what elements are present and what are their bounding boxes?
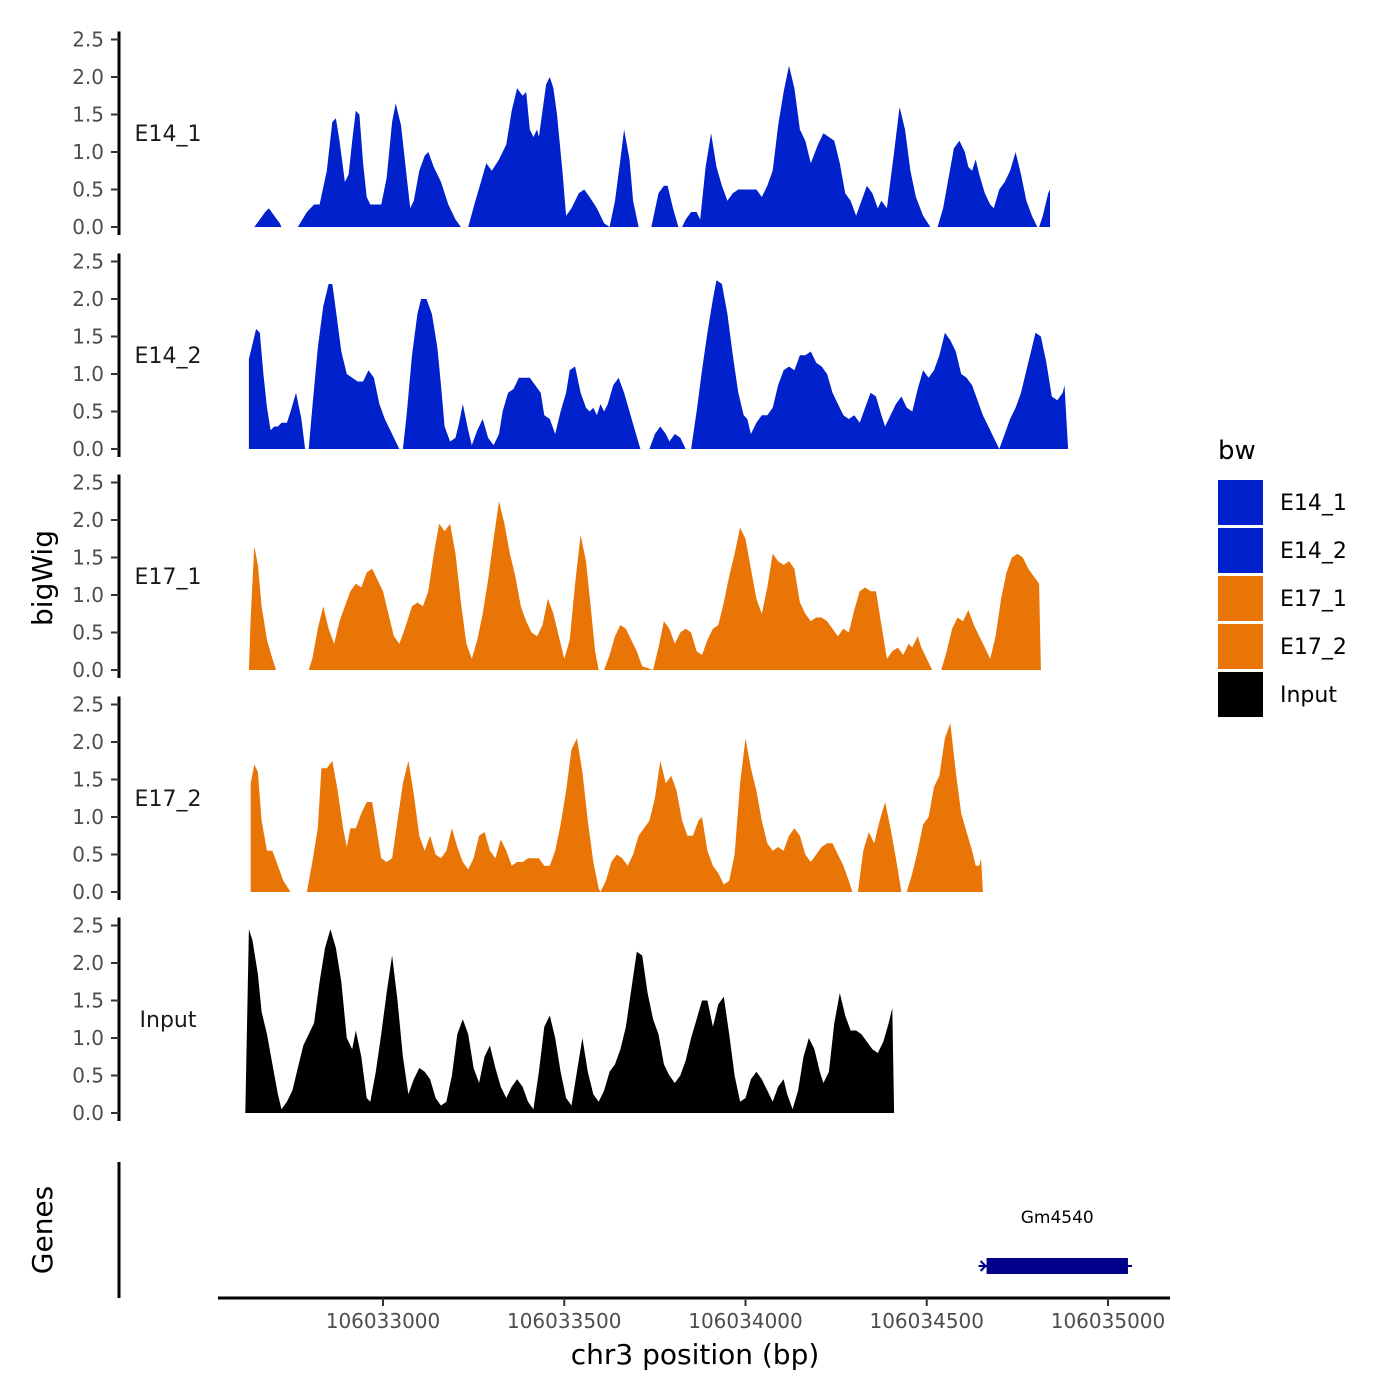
legend-swatch-e14_2 [1218,528,1263,573]
bigwig-panels: 0.0 0.5 1.0 1.5 2.0 2.5 E14_1 0.0 0.5 1.0 1.5 2.0 2.… [72,28,1069,1125]
y-tick-label: 1.0 [72,140,104,164]
facet-label-e17_1: E17_1 [135,565,202,590]
gene-label-gm4540: Gm4540 [1021,1208,1094,1228]
y-tick-label: 1.5 [72,768,104,792]
y-tick-label: 0.0 [72,658,104,682]
y-axis-title: bigWig [26,530,59,626]
y-tick-label: 2.0 [72,65,104,89]
legend-label-e17_2: E17_2 [1280,635,1347,660]
y-tick-label: 2.5 [72,250,104,274]
y-tick-label: 2.0 [72,730,104,754]
facet-label-e17_2: E17_2 [135,787,202,812]
y-tick-label: 0.0 [72,880,104,904]
panel-e14_2: 0.0 0.5 1.0 1.5 2.0 2.5 E14_2 [72,250,1069,461]
y-tick-label: 1.0 [72,1026,104,1050]
panel-e14_1: 0.0 0.5 1.0 1.5 2.0 2.5 E14_1 [72,28,1051,239]
y-tick-label: 1.5 [72,325,104,349]
legend-label-e17_1: E17_1 [1280,587,1347,612]
series-area-e14_2 [248,280,1069,449]
x-tick-label: 106034000 [688,1309,803,1333]
y-tick-label: 0.0 [72,1101,104,1125]
gene-strand-arrow [979,1260,987,1272]
legend-label-e14_1: E14_1 [1280,491,1347,516]
series-area-e17_2 [250,723,983,892]
panel-e17_1: 0.0 0.5 1.0 1.5 2.0 2.5 E17_1 [72,471,1041,682]
facet-label-input: Input [140,1008,197,1033]
y-tick-label: 0.5 [72,843,104,867]
legend-swatch-e14_1 [1218,480,1263,525]
legend-title: bw [1218,436,1256,466]
y-tick-label: 1.5 [72,103,104,127]
y-tick-label: 1.5 [72,546,104,570]
y-tick-label: 1.5 [72,989,104,1013]
x-tick-label: 106033500 [507,1309,622,1333]
series-area-e17_1 [248,501,1041,670]
y-tick-label: 2.5 [72,471,104,495]
y-tick-label: 1.0 [72,805,104,829]
legend-swatch-input [1218,672,1263,717]
panel-input: 0.0 0.5 1.0 1.5 2.0 2.5 Input [72,914,895,1125]
x-tick-label: 106033000 [326,1309,441,1333]
y-tick-label: 0.5 [72,1064,104,1088]
y-tick-label: 0.5 [72,400,104,424]
y-tick-label: 2.5 [72,914,104,938]
legend-label-e14_2: E14_2 [1280,539,1347,564]
y-tick-label: 2.5 [72,28,104,52]
x-tick-label: 106035000 [1051,1309,1166,1333]
legend: bw E14_1 E14_2 E17_1 E17_2 Input [1218,436,1347,717]
legend-label-input: Input [1280,683,1337,708]
gene-track-title: Genes [26,1186,59,1274]
y-tick-label: 1.0 [72,583,104,607]
y-tick-label: 1.0 [72,362,104,386]
legend-swatch-e17_2 [1218,624,1263,669]
x-axis: 106033000 106033500 106034000 106034500 1060… [218,1296,1170,1333]
facet-label-e14_1: E14_1 [135,122,202,147]
facet-label-e14_2: E14_2 [135,344,202,369]
y-tick-label: 2.0 [72,951,104,975]
series-area-input [245,929,895,1113]
y-tick-label: 0.0 [72,437,104,461]
x-tick-label: 106034500 [869,1309,984,1333]
y-tick-label: 2.0 [72,287,104,311]
y-tick-label: 0.5 [72,621,104,645]
y-tick-label: 0.0 [72,215,104,239]
legend-swatch-e17_1 [1218,576,1263,621]
x-axis-title: chr3 position (bp) [571,1338,820,1371]
panel-e17_2: 0.0 0.5 1.0 1.5 2.0 2.5 E17_2 [72,693,983,904]
y-tick-label: 0.5 [72,178,104,202]
y-tick-label: 2.5 [72,693,104,717]
series-area-e14_1 [254,65,1051,227]
y-tick-label: 2.0 [72,508,104,532]
gene-track: Genes Gm4540 [26,1162,1132,1298]
